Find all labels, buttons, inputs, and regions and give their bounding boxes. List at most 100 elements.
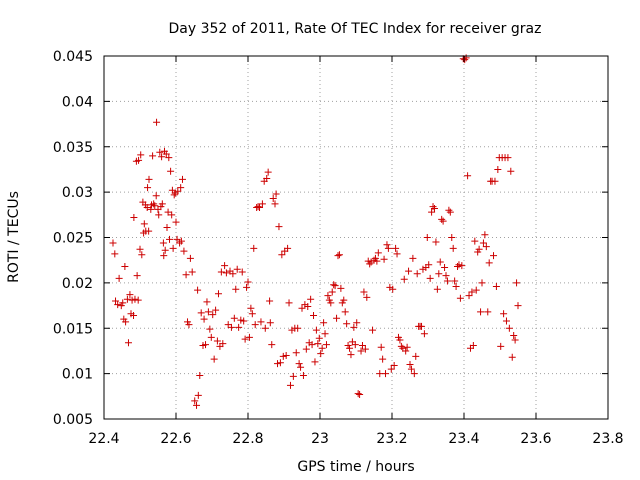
data-point [136, 245, 144, 253]
x-tick-label: 23.6 [520, 431, 551, 447]
data-point [121, 263, 129, 271]
data-point [343, 320, 351, 328]
data-point [163, 224, 171, 232]
data-point [298, 304, 306, 312]
data-point [504, 154, 512, 162]
data-point [248, 310, 256, 318]
data-point [327, 299, 335, 307]
data-point [341, 308, 349, 316]
data-point [185, 321, 193, 329]
data-point [135, 156, 143, 164]
data-point [308, 341, 316, 349]
data-point [461, 56, 469, 64]
data-point [360, 288, 368, 296]
data-point [454, 263, 462, 271]
data-point [439, 217, 447, 225]
data-point [478, 279, 486, 287]
data-point [258, 200, 266, 208]
data-point [475, 245, 483, 253]
data-point [507, 167, 515, 175]
data-point [210, 355, 218, 363]
data-point [492, 283, 500, 291]
data-point [379, 355, 387, 363]
data-point [438, 215, 446, 223]
data-point [278, 251, 286, 259]
data-point [263, 175, 271, 183]
x-tick-labels: 22.4 22.6 22.8 23 23.2 23.4 23.6 23.8 [88, 431, 623, 447]
data-point [374, 249, 382, 257]
x-tick-label: 23.2 [376, 431, 407, 447]
data-point [321, 330, 329, 338]
data-point [237, 316, 245, 324]
data-point [426, 274, 434, 282]
data-point [112, 297, 120, 305]
data-point [247, 304, 255, 312]
data-point [167, 167, 175, 175]
data-point [160, 252, 168, 260]
data-point [452, 283, 460, 291]
data-point [413, 270, 421, 278]
data-point [432, 238, 440, 246]
data-point [373, 257, 381, 265]
data-point [505, 324, 513, 332]
data-point [358, 341, 366, 349]
data-point [334, 252, 342, 260]
data-point [206, 325, 214, 333]
data-point [137, 151, 145, 159]
data-point [229, 270, 237, 278]
data-point [361, 345, 369, 353]
data-point [482, 243, 490, 251]
data-point [155, 211, 163, 219]
data-point [443, 277, 451, 285]
y-tick-labels: 0.005 0.01 0.015 0.02 0.025 0.03 0.035 0.04 0.04… [53, 49, 93, 428]
data-point [233, 265, 241, 273]
data-point [197, 309, 205, 317]
data-point [330, 281, 338, 289]
data-point [279, 352, 287, 360]
data-point [471, 237, 479, 245]
y-tick-label: 0.01 [62, 367, 93, 383]
data-point [458, 262, 466, 270]
data-point [126, 291, 134, 299]
y-tick-label: 0.02 [62, 276, 93, 292]
data-point [511, 336, 519, 344]
data-point [491, 177, 499, 185]
data-point [250, 244, 258, 252]
data-point [217, 268, 225, 276]
data-point [122, 318, 130, 326]
data-point [307, 295, 315, 303]
data-point [152, 192, 160, 200]
data-point [123, 295, 131, 303]
data-point [235, 323, 243, 331]
data-point [172, 218, 180, 226]
data-point [351, 341, 359, 349]
data-point [514, 302, 522, 310]
data-point [340, 296, 348, 304]
data-point [133, 272, 141, 280]
data-point [382, 370, 390, 378]
x-tick-label: 22.4 [88, 431, 119, 447]
data-point [169, 244, 177, 252]
data-point [186, 254, 194, 262]
data-point [508, 353, 516, 361]
y-tick-label: 0.015 [53, 321, 93, 337]
data-point [286, 381, 294, 389]
data-point [369, 326, 377, 334]
data-point [346, 344, 354, 352]
data-point [240, 317, 248, 325]
data-point [310, 312, 318, 320]
data-point [393, 250, 401, 258]
data-point [322, 341, 330, 349]
data-point [299, 371, 307, 379]
data-point [271, 200, 279, 208]
data-point [363, 293, 371, 301]
data-point [472, 286, 480, 294]
y-tick-label: 0.035 [53, 140, 93, 156]
data-point [423, 234, 431, 241]
data-point [227, 323, 235, 331]
data-point [403, 343, 411, 351]
data-point [145, 227, 153, 235]
data-point [449, 244, 457, 252]
data-point [465, 292, 473, 300]
data-point [295, 360, 303, 368]
